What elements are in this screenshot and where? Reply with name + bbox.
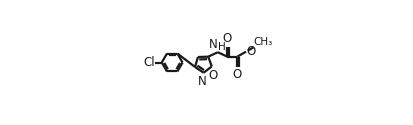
Text: H: H [218, 42, 225, 52]
Text: O: O [232, 68, 241, 81]
Text: CH₃: CH₃ [253, 37, 272, 47]
Text: N: N [208, 38, 217, 51]
Text: Cl: Cl [143, 56, 155, 69]
Text: N: N [198, 76, 206, 88]
Text: O: O [222, 32, 231, 45]
Text: O: O [208, 69, 217, 82]
Text: O: O [246, 45, 255, 58]
